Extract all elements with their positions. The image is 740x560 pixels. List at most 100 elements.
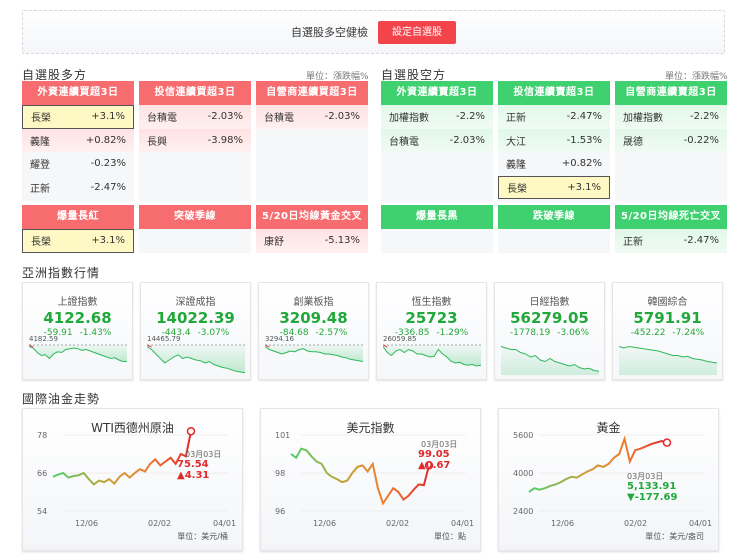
stock-change-pct: -0.22% <box>683 134 719 146</box>
signal-group-header[interactable]: 自營商連續賣超3日 <box>615 81 727 105</box>
commodity-section-title: 國際油金走勢 <box>22 392 101 406</box>
stock-change-pct: +3.1% <box>91 111 125 123</box>
signal-group: 投信連續買超3日 台積電 -2.03% 長興 -3.98% <box>139 81 251 201</box>
index-card[interactable]: 上證指數 4122.68 -59.91 -1.43% 4182.59 <box>22 282 133 380</box>
x-axis-tick: 02/02 <box>386 519 410 528</box>
index-name: 創業板指 <box>293 297 334 308</box>
signal-group-list: 正新 -2.47% 大江 -1.53% 義隆 +0.82% 長榮 +3.1% <box>498 105 610 201</box>
stock-name: 正新 <box>623 237 643 249</box>
commodity-title: 黃金 <box>596 421 621 435</box>
stock-row[interactable]: 耀登 -0.23% <box>22 152 134 176</box>
index-change: -443.4 -3.07% <box>141 328 250 338</box>
index-name: 日經指數 <box>529 297 570 308</box>
signal-group: 爆量長黑 <box>381 205 493 253</box>
signal-group-header[interactable]: 5/20日均線死亡交叉 <box>615 205 727 229</box>
stock-row[interactable]: 大江 -1.53% <box>498 128 610 152</box>
watchlist-health-label: 自選股多空健檢 <box>291 26 368 39</box>
stock-change-pct: +3.1% <box>91 235 125 247</box>
signal-group: 跌破季線 <box>498 205 610 253</box>
signal-group-header[interactable]: 投信連續買超3日 <box>139 81 251 105</box>
bear-unit-label: 單位：漲跌幅% <box>665 72 728 82</box>
stock-name: 加權指數 <box>389 113 429 125</box>
stock-row[interactable]: 義隆 +0.82% <box>498 152 610 176</box>
index-change-pct: -1.43% <box>79 328 112 338</box>
signal-group: 外資連續買超3日 長榮 +3.1% 義隆 +0.82% 耀登 -0.23% 正新 -2.47% <box>22 81 134 201</box>
index-card[interactable]: 深證成指 14022.39 -443.4 -3.07% 14465.79 <box>140 282 251 380</box>
stock-row[interactable]: 台積電 -2.03% <box>381 128 493 152</box>
index-prev-close: 4182.59 <box>29 335 58 343</box>
x-axis-tick: 12/06 <box>313 519 337 528</box>
index-change-points: -59.91 <box>43 328 73 338</box>
signal-group-header[interactable]: 投信連續賣超3日 <box>498 81 610 105</box>
index-change-points: -452.22 <box>630 328 666 338</box>
y-axis-tick: 2400 <box>513 507 534 516</box>
commodity-unit: 單位：美元/盎司 <box>645 532 704 541</box>
commodity-price-change: ▲4.31 <box>177 470 210 481</box>
commodity-card[interactable]: 黃金 5600 4000 2400 12/06 02/02 04/01 單位：美元/盎司 03… <box>498 408 719 551</box>
stock-row[interactable]: 加權指數 -2.2% <box>615 105 727 129</box>
y-axis-tick: 66 <box>37 469 48 478</box>
watchlist-health-bar: 自選股多空健檢 設定自選股 <box>22 10 725 54</box>
x-axis-tick: 04/01 <box>213 519 237 528</box>
signal-group-header[interactable]: 外資連續買超3日 <box>22 81 134 105</box>
index-card[interactable]: 恆生指數 25723 -336.85 -1.29% 26059.85 <box>376 282 487 380</box>
stock-row[interactable]: 晟德 -0.22% <box>615 128 727 152</box>
y-axis-tick: 5600 <box>513 431 534 440</box>
index-sparkline <box>29 344 127 362</box>
commodity-card[interactable]: 美元指數 101 98 96 12/06 02/02 04/01 單位：點 03月03日 99.… <box>260 408 481 551</box>
stock-change-pct: -2.03% <box>207 111 243 123</box>
stock-row[interactable]: 正新 -2.47% <box>615 229 727 253</box>
set-watchlist-button[interactable]: 設定自選股 <box>378 20 456 44</box>
stock-row[interactable]: 康舒 -5.13% <box>256 229 368 253</box>
commodity-card[interactable]: WTI西德州原油 78 66 54 12/06 02/02 04/01 單位：美元/桶 03月… <box>22 408 243 551</box>
index-value: 4122.68 <box>43 309 112 327</box>
stock-change-pct: -0.23% <box>90 158 126 170</box>
stock-name: 大江 <box>506 136 526 148</box>
index-change-pct: -7.24% <box>672 328 705 338</box>
signal-group-header[interactable]: 突破季線 <box>139 205 251 229</box>
commodity-price-value: 75.54 <box>177 459 209 470</box>
y-axis-tick: 96 <box>275 507 286 516</box>
index-sparkline <box>265 344 363 362</box>
signal-group: 5/20日均線黃金交叉 康舒 -5.13% <box>256 205 368 253</box>
index-sparkline <box>383 344 481 367</box>
x-axis-tick: 04/01 <box>451 519 475 528</box>
stock-change-pct: -2.47% <box>90 181 126 193</box>
index-card[interactable]: 韓國綜合 5791.91 -452.22 -7.24% <box>612 282 723 380</box>
signal-group-header[interactable]: 5/20日均線黃金交叉 <box>256 205 368 229</box>
index-name: 上證指數 <box>57 297 98 308</box>
stock-change-pct: -2.47% <box>566 111 602 123</box>
stock-name: 義隆 <box>30 136 50 148</box>
index-change: -59.91 -1.43% <box>23 328 132 338</box>
stock-row[interactable]: 長興 -3.98% <box>139 128 251 152</box>
stock-row[interactable]: 台積電 -2.03% <box>139 105 251 129</box>
index-change: -336.85 -1.29% <box>377 328 486 338</box>
stock-row[interactable]: 台積電 -2.03% <box>256 105 368 129</box>
signal-group-list: 加權指數 -2.2% 台積電 -2.03% <box>381 105 493 201</box>
signal-group-header[interactable]: 跌破季線 <box>498 205 610 229</box>
stock-change-pct: -2.2% <box>689 111 719 123</box>
stock-row[interactable]: 長榮 +3.1% <box>498 175 610 199</box>
stock-row[interactable]: 長榮 +3.1% <box>22 105 134 129</box>
y-axis-tick: 101 <box>275 431 291 440</box>
stock-row[interactable]: 正新 -2.47% <box>22 176 134 200</box>
signal-group-header[interactable]: 爆量長黑 <box>381 205 493 229</box>
signal-group-header[interactable]: 爆量長紅 <box>22 205 134 229</box>
commodity-unit: 單位：點 <box>434 532 466 541</box>
stock-row[interactable]: 長榮 +3.1% <box>22 229 134 253</box>
index-change-points: -84.68 <box>279 328 309 338</box>
index-value: 25723 <box>405 309 458 327</box>
stock-change-pct: +3.1% <box>567 181 601 193</box>
stock-row[interactable]: 義隆 +0.82% <box>22 128 134 152</box>
index-card[interactable]: 創業板指 3209.48 -84.68 -2.57% 3294.16 <box>258 282 369 380</box>
stock-change-pct: -2.03% <box>324 111 360 123</box>
index-card[interactable]: 日經指數 56279.05 -1778.19 -3.06% <box>494 282 605 380</box>
stock-row[interactable]: 加權指數 -2.2% <box>381 105 493 129</box>
signal-group-header[interactable]: 自營商連續買超3日 <box>256 81 368 105</box>
asia-index-cards: 上證指數 4122.68 -59.91 -1.43% 4182.59 深證成指 1402… <box>22 282 723 380</box>
x-axis-tick: 02/02 <box>624 519 648 528</box>
stock-name: 加權指數 <box>623 113 663 125</box>
stock-row[interactable]: 正新 -2.47% <box>498 105 610 129</box>
signal-group-header[interactable]: 外資連續賣超3日 <box>381 81 493 105</box>
index-sparkline <box>147 344 245 374</box>
